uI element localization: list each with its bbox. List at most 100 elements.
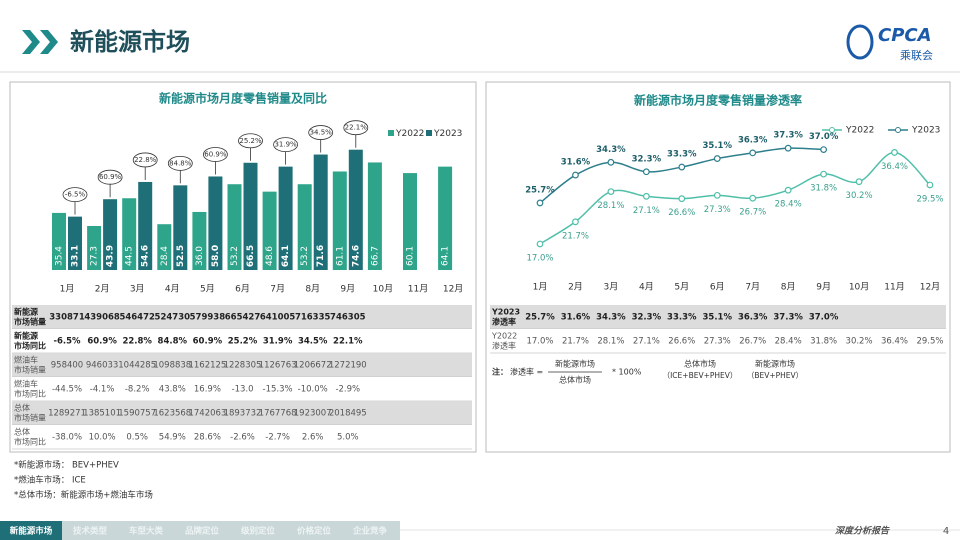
value-label: 35.1% bbox=[703, 141, 733, 151]
table-cell: 1893732 bbox=[224, 409, 262, 419]
table-cell: 27.1% bbox=[633, 337, 660, 347]
table-cell: -10.0% bbox=[298, 385, 328, 395]
annotation-bubble bbox=[202, 147, 228, 162]
table-cell: 26.6% bbox=[668, 337, 695, 347]
table-cell: 1385101 bbox=[83, 409, 121, 419]
table-cell: 746305 bbox=[330, 313, 366, 323]
table-cell: 31.6% bbox=[561, 313, 591, 323]
table-cell: 31.9% bbox=[263, 337, 293, 347]
x-tick-label: 5月 bbox=[200, 284, 215, 295]
tab: 品牌定位 bbox=[185, 526, 220, 537]
report-name: 深度分析报告 bbox=[835, 526, 890, 537]
value-label: 58.0 bbox=[211, 245, 221, 267]
value-label: 21.7% bbox=[562, 231, 589, 241]
annotation-bubble bbox=[62, 187, 88, 203]
table-cell: 1228305 bbox=[224, 361, 262, 371]
point bbox=[784, 144, 792, 152]
formula-denominator: 总体市场 bbox=[559, 375, 591, 385]
table-cell: 43.8% bbox=[159, 385, 186, 395]
annotation-bubble bbox=[132, 152, 158, 168]
point bbox=[926, 181, 934, 189]
row-label: 渗透率 bbox=[492, 341, 516, 351]
value-label: 17.0% bbox=[526, 253, 553, 263]
point bbox=[607, 188, 615, 195]
row-label: 新能源 bbox=[14, 307, 38, 317]
point bbox=[820, 146, 827, 153]
table-row bbox=[12, 377, 472, 401]
value-label: 32.3% bbox=[632, 154, 662, 164]
row-label: 市场销量 bbox=[14, 317, 46, 327]
row-label: 燃油车 bbox=[14, 379, 38, 389]
point bbox=[642, 168, 650, 176]
value-label: 28.4% bbox=[775, 200, 802, 210]
table-cell: 25.7% bbox=[525, 313, 555, 323]
row-label: 新能源 bbox=[14, 331, 38, 341]
table-cell: 16.9% bbox=[194, 385, 221, 395]
table-cell: 946033 bbox=[86, 361, 118, 371]
table-cell: 28.1% bbox=[597, 337, 624, 347]
table-cell: 1044285 bbox=[118, 361, 156, 371]
value-label: 36.3% bbox=[738, 135, 768, 145]
table-cell: 22.8% bbox=[122, 337, 152, 347]
x-tick-label: 3月 bbox=[130, 284, 145, 295]
table-cell: 0.5% bbox=[126, 433, 148, 443]
row-label: 总体 bbox=[14, 427, 30, 437]
table-cell: 10.0% bbox=[89, 433, 116, 443]
table-row bbox=[12, 305, 472, 329]
table-cell: 28.4% bbox=[775, 337, 802, 347]
tab: 企业竞争 bbox=[352, 526, 388, 537]
value-label: 31.8% bbox=[810, 184, 837, 194]
value-label: 34.3% bbox=[596, 145, 626, 155]
tab: 级别定位 bbox=[240, 526, 276, 537]
table-cell: 5.0% bbox=[337, 433, 359, 443]
table-cell: 34.3% bbox=[596, 313, 626, 323]
table-cell: -44.5% bbox=[52, 385, 82, 395]
value-label: 52.5 bbox=[176, 245, 186, 267]
table-cell: 958400 bbox=[51, 361, 83, 371]
table-row bbox=[12, 425, 472, 449]
point bbox=[678, 163, 686, 171]
bar bbox=[367, 162, 382, 270]
point bbox=[749, 194, 757, 202]
value-label: 71.6 bbox=[316, 245, 326, 267]
value-label: 74.6 bbox=[351, 245, 361, 267]
row-label: 总体 bbox=[14, 403, 30, 413]
value-label: 36.0 bbox=[195, 246, 205, 266]
table-cell: 524730 bbox=[155, 313, 191, 323]
value-label: 61.1 bbox=[335, 246, 345, 266]
point bbox=[713, 155, 721, 162]
value-label: 37.0% bbox=[809, 132, 839, 142]
formula-prefix: 注： bbox=[492, 367, 508, 377]
x-tick-label: 7月 bbox=[745, 282, 760, 293]
row-label: 燃油车 bbox=[14, 355, 38, 365]
bar bbox=[297, 184, 312, 270]
chevrons bbox=[22, 30, 58, 54]
def-term: 新能源市场 bbox=[755, 359, 795, 369]
table-cell: -38.0% bbox=[52, 433, 82, 443]
legend-label: Y2023 bbox=[911, 126, 940, 136]
value-label: 60.1 bbox=[406, 246, 416, 266]
table-cell: 546472 bbox=[119, 313, 155, 323]
table-cell: 84.8% bbox=[158, 337, 188, 347]
table-cell: -13.0 bbox=[232, 385, 254, 395]
table-cell: 54.9% bbox=[159, 433, 186, 443]
table-cell: 1590757 bbox=[118, 409, 156, 419]
table-row bbox=[12, 329, 472, 353]
value-label: 27.1% bbox=[633, 206, 660, 216]
value-label: 28.4 bbox=[160, 246, 170, 266]
table-cell: 60.9% bbox=[87, 337, 117, 347]
table-cell: 2018495 bbox=[329, 409, 367, 419]
chart-title: 新能源市场月度零售销量及同比 bbox=[159, 91, 327, 106]
x-tick-label: 11月 bbox=[884, 282, 904, 293]
point bbox=[820, 170, 827, 178]
legend-label: Y2022 bbox=[845, 126, 874, 136]
formula-multiplier: * 100% bbox=[612, 368, 642, 377]
x-tick-label: 6月 bbox=[235, 284, 250, 295]
bar bbox=[262, 191, 277, 270]
table-cell: 330871 bbox=[49, 313, 85, 323]
table-cell: 32.3% bbox=[632, 313, 662, 323]
bar bbox=[173, 185, 188, 270]
value-label: 36.4% bbox=[881, 162, 908, 172]
point bbox=[607, 158, 615, 166]
